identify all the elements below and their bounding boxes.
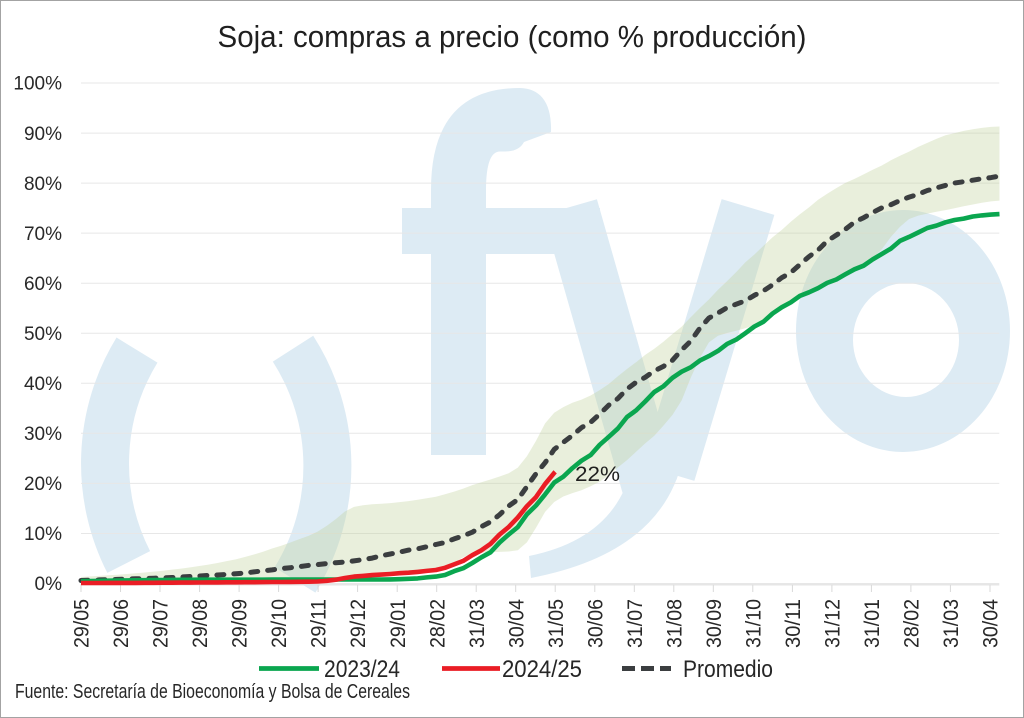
svg-text:29/06: 29/06 — [110, 599, 133, 648]
svg-text:31/01: 31/01 — [861, 599, 884, 648]
svg-text:31/03: 31/03 — [466, 599, 489, 648]
svg-text:29/05: 29/05 — [71, 599, 94, 648]
svg-text:60%: 60% — [24, 274, 62, 295]
svg-text:50%: 50% — [24, 324, 62, 345]
svg-text:70%: 70% — [24, 224, 62, 245]
svg-text:29/10: 29/10 — [268, 599, 291, 648]
svg-text:20%: 20% — [24, 474, 62, 495]
svg-text:2023/24: 2023/24 — [324, 656, 400, 683]
svg-text:90%: 90% — [24, 124, 62, 145]
svg-text:31/07: 31/07 — [624, 599, 647, 648]
svg-text:29/01: 29/01 — [387, 599, 410, 648]
svg-text:31/10: 31/10 — [742, 599, 765, 648]
svg-text:31/08: 31/08 — [663, 599, 686, 648]
svg-text:31/03: 31/03 — [940, 599, 963, 648]
svg-text:30%: 30% — [24, 424, 62, 445]
svg-text:30/06: 30/06 — [584, 599, 607, 648]
svg-text:40%: 40% — [24, 374, 62, 395]
svg-text:28/02: 28/02 — [426, 599, 449, 648]
svg-text:31/05: 31/05 — [545, 599, 568, 648]
svg-text:Promedio: Promedio — [683, 656, 773, 683]
svg-text:Soja: compras a precio (como %: Soja: compras a precio (como % producció… — [218, 20, 807, 54]
svg-text:29/08: 29/08 — [189, 599, 212, 648]
svg-text:10%: 10% — [24, 524, 62, 545]
svg-text:100%: 100% — [13, 74, 62, 95]
svg-text:30/04: 30/04 — [505, 599, 528, 648]
svg-text:Fuente: Secretaría de Bioecono: Fuente: Secretaría de Bioeconomía y Bols… — [15, 681, 410, 703]
svg-text:29/07: 29/07 — [150, 599, 173, 648]
svg-text:29/09: 29/09 — [229, 599, 252, 648]
svg-text:80%: 80% — [24, 174, 62, 195]
svg-text:30/09: 30/09 — [703, 599, 726, 648]
svg-text:2024/25: 2024/25 — [502, 656, 582, 683]
svg-text:0%: 0% — [35, 574, 63, 595]
svg-text:30/11: 30/11 — [782, 599, 805, 648]
svg-text:29/12: 29/12 — [347, 599, 370, 648]
svg-text:22%: 22% — [575, 463, 620, 486]
svg-text:29/11: 29/11 — [308, 599, 331, 648]
svg-text:31/12: 31/12 — [822, 599, 845, 648]
svg-text:28/02: 28/02 — [901, 599, 924, 648]
svg-text:30/04: 30/04 — [980, 599, 1003, 648]
